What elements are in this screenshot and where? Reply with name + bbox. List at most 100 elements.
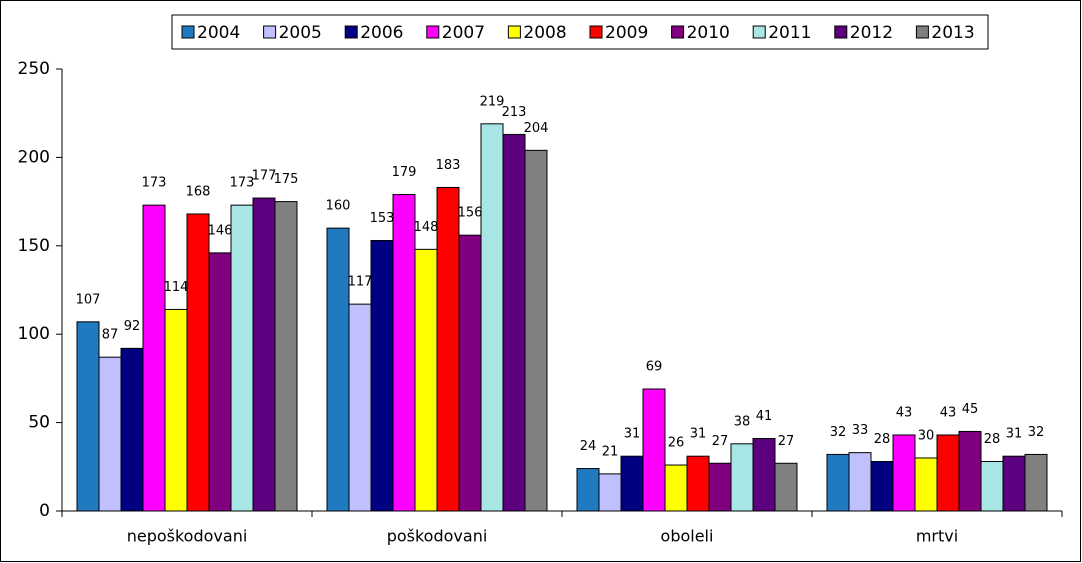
bar <box>870 460 894 512</box>
bar <box>120 347 144 512</box>
legend-label: 2005 <box>279 23 322 43</box>
bar <box>1024 453 1048 512</box>
data-label: 21 <box>602 444 619 459</box>
data-label: 43 <box>940 405 957 420</box>
y-tick-label: 50 <box>28 413 50 433</box>
legend-swatch <box>181 25 195 39</box>
legend-label: 2010 <box>687 23 730 43</box>
data-label: 219 <box>480 94 505 109</box>
data-label: 28 <box>984 432 1001 447</box>
bar <box>274 201 298 512</box>
legend-label: 2007 <box>442 23 485 43</box>
data-label: 43 <box>896 405 913 420</box>
data-label: 204 <box>524 121 549 136</box>
y-tick-label: 250 <box>18 59 50 79</box>
data-label: 92 <box>124 319 141 334</box>
bar <box>392 194 416 512</box>
x-tick-label: nepoškodovani <box>127 527 248 546</box>
bar <box>76 321 100 512</box>
data-label: 26 <box>668 436 685 451</box>
x-tick-label: poškodovani <box>387 527 488 546</box>
legend-label: 2006 <box>360 23 403 43</box>
bar <box>98 356 122 512</box>
legend-label: 2009 <box>605 23 648 43</box>
bar <box>414 248 438 512</box>
bar <box>620 455 644 512</box>
legend-label: 2004 <box>197 23 240 43</box>
bar <box>208 252 232 512</box>
data-label: 168 <box>186 184 211 199</box>
legend-label: 2013 <box>931 23 974 43</box>
bar <box>1002 455 1026 512</box>
x-tick-label: oboleli <box>661 527 714 546</box>
data-label: 114 <box>164 280 189 295</box>
bar <box>252 197 276 512</box>
bar <box>348 303 372 512</box>
bar <box>164 308 188 512</box>
legend-swatch <box>752 25 766 39</box>
y-tick-label: 150 <box>18 236 50 256</box>
data-label: 148 <box>414 220 439 235</box>
data-label: 153 <box>370 211 395 226</box>
legend-label: 2012 <box>850 23 893 43</box>
data-label: 156 <box>458 206 483 221</box>
data-label: 27 <box>778 434 795 449</box>
bar <box>892 434 916 512</box>
data-label: 33 <box>852 423 869 438</box>
data-label: 45 <box>962 402 979 417</box>
data-label: 177 <box>252 169 277 184</box>
bar <box>752 438 776 512</box>
bar <box>576 468 600 512</box>
legend-swatch <box>915 25 929 39</box>
data-label: 30 <box>918 428 935 443</box>
legend-label: 2008 <box>523 23 566 43</box>
data-label: 38 <box>734 414 751 429</box>
y-tick-label: 100 <box>18 324 50 344</box>
data-label: 27 <box>712 434 729 449</box>
legend-swatch <box>344 25 358 39</box>
data-label: 107 <box>76 292 101 307</box>
bar <box>458 234 482 512</box>
y-tick-label: 200 <box>18 147 50 167</box>
data-label: 160 <box>326 199 351 214</box>
bar <box>936 434 960 512</box>
bar <box>826 453 850 512</box>
data-label: 32 <box>830 425 847 440</box>
bar <box>642 388 666 512</box>
bar <box>142 204 166 512</box>
bar <box>730 443 754 512</box>
legend-swatch <box>671 25 685 39</box>
data-label: 31 <box>624 427 641 442</box>
bar <box>370 239 394 512</box>
data-label: 69 <box>646 360 663 375</box>
x-tick-label: mrtvi <box>916 527 958 546</box>
bar <box>914 457 938 512</box>
data-label: 41 <box>756 409 773 424</box>
data-label: 175 <box>274 172 299 187</box>
bar <box>326 227 350 512</box>
bar <box>686 455 710 512</box>
data-label: 183 <box>436 158 461 173</box>
data-label: 32 <box>1028 425 1045 440</box>
data-label: 179 <box>392 165 417 180</box>
legend-label: 2011 <box>768 23 811 43</box>
bar <box>480 123 504 512</box>
data-label: 213 <box>502 105 527 120</box>
bar <box>230 204 254 512</box>
data-label: 31 <box>1006 427 1023 442</box>
legend-swatch <box>426 25 440 39</box>
data-label: 87 <box>102 328 119 343</box>
legend-swatch <box>834 25 848 39</box>
bar <box>436 186 460 512</box>
bar <box>848 452 872 512</box>
bar <box>598 473 622 512</box>
data-label: 146 <box>208 223 233 238</box>
data-label: 173 <box>142 176 167 191</box>
bar <box>774 462 798 512</box>
bar <box>502 133 526 512</box>
bar <box>524 149 548 512</box>
y-tick-label: 0 <box>39 501 50 521</box>
data-label: 117 <box>348 275 373 290</box>
data-label: 24 <box>580 439 597 454</box>
bar <box>958 430 982 512</box>
